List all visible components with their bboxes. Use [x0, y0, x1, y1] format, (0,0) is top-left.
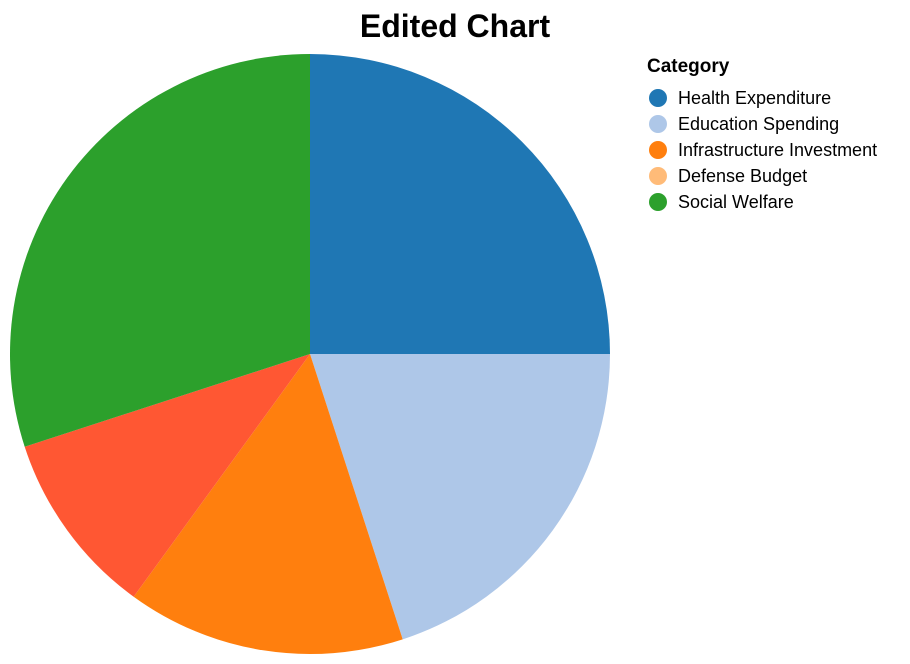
legend: Category Health Expenditure Education Spe… — [647, 56, 877, 212]
legend-swatch-defense-budget — [649, 167, 667, 185]
legend-swatch-health-expenditure — [649, 89, 667, 107]
legend-label-health-expenditure: Health Expenditure — [678, 88, 831, 108]
legend-label-education-spending: Education Spending — [678, 114, 839, 134]
legend-title: Category — [647, 56, 730, 77]
legend-swatch-education-spending — [649, 115, 667, 133]
legend-swatch-social-welfare — [649, 193, 667, 211]
pie-slices — [9, 54, 610, 654]
chart-title: Edited Chart — [360, 8, 551, 44]
pie-slice-infrastructure-investment — [133, 354, 403, 654]
legend-label-infrastructure-investment: Infrastructure Investment — [678, 140, 877, 160]
legend-label-social-welfare: Social Welfare — [678, 192, 794, 212]
pie-slice-unlabeled-3 — [24, 354, 310, 597]
pie-slice-health-expenditure — [310, 54, 610, 354]
legend-swatch-infrastructure-investment — [649, 141, 667, 159]
pie-slice-social-welfare — [9, 54, 311, 447]
legend-label-defense-budget: Defense Budget — [678, 166, 807, 186]
pie-slice-education-spending — [310, 354, 610, 640]
